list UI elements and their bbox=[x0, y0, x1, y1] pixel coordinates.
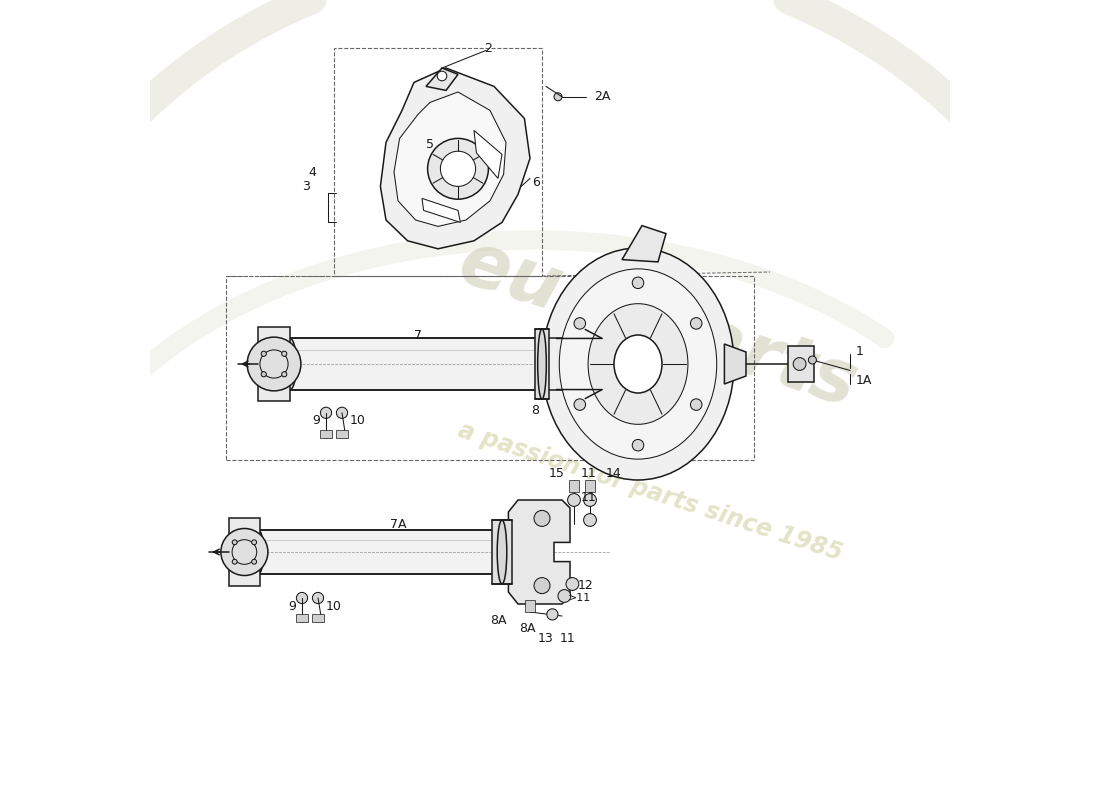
Circle shape bbox=[232, 559, 238, 564]
Circle shape bbox=[554, 93, 562, 101]
Text: 6: 6 bbox=[532, 176, 540, 189]
Text: 1A: 1A bbox=[856, 374, 872, 386]
Polygon shape bbox=[557, 338, 602, 390]
Circle shape bbox=[534, 510, 550, 526]
Circle shape bbox=[584, 494, 596, 506]
Circle shape bbox=[632, 439, 644, 451]
Polygon shape bbox=[508, 500, 570, 604]
Bar bbox=[535, 329, 549, 399]
Circle shape bbox=[793, 358, 806, 370]
Bar bbox=[569, 480, 579, 492]
Circle shape bbox=[808, 356, 816, 364]
Text: 11: 11 bbox=[581, 491, 596, 504]
Text: 11: 11 bbox=[560, 632, 575, 645]
Bar bbox=[585, 480, 595, 492]
Bar bbox=[258, 327, 290, 401]
Circle shape bbox=[248, 337, 301, 391]
Text: 10: 10 bbox=[326, 599, 342, 613]
Circle shape bbox=[261, 351, 266, 356]
Bar bbox=[334, 48, 542, 276]
Bar bbox=[312, 614, 323, 622]
Text: 9: 9 bbox=[312, 414, 320, 427]
Bar bbox=[290, 338, 602, 390]
Text: 2: 2 bbox=[484, 42, 492, 54]
Bar bbox=[226, 276, 754, 460]
Circle shape bbox=[320, 407, 331, 418]
Text: 1: 1 bbox=[856, 346, 864, 358]
Text: 12: 12 bbox=[578, 579, 594, 592]
Circle shape bbox=[261, 372, 266, 377]
Circle shape bbox=[574, 399, 585, 410]
Polygon shape bbox=[426, 68, 458, 90]
Text: 15: 15 bbox=[549, 467, 564, 480]
Text: 7A: 7A bbox=[389, 518, 406, 530]
Text: europarts: europarts bbox=[450, 226, 867, 422]
Ellipse shape bbox=[538, 329, 547, 399]
Text: 9: 9 bbox=[288, 599, 296, 613]
Circle shape bbox=[232, 540, 238, 545]
Circle shape bbox=[558, 590, 571, 602]
Circle shape bbox=[632, 277, 644, 289]
Polygon shape bbox=[725, 344, 746, 384]
Text: 10: 10 bbox=[350, 414, 366, 427]
Polygon shape bbox=[422, 198, 461, 222]
Circle shape bbox=[566, 578, 579, 590]
Text: 7: 7 bbox=[414, 330, 422, 342]
Circle shape bbox=[252, 540, 256, 545]
Circle shape bbox=[437, 71, 447, 81]
Text: 14: 14 bbox=[606, 467, 621, 480]
Polygon shape bbox=[474, 130, 502, 178]
Ellipse shape bbox=[252, 530, 264, 574]
Text: 8A: 8A bbox=[519, 622, 536, 634]
Text: 5: 5 bbox=[426, 138, 434, 151]
Circle shape bbox=[534, 578, 550, 594]
Polygon shape bbox=[394, 92, 506, 226]
Circle shape bbox=[547, 609, 558, 620]
Circle shape bbox=[282, 372, 287, 377]
Circle shape bbox=[691, 399, 702, 410]
FancyBboxPatch shape bbox=[789, 346, 814, 382]
Circle shape bbox=[568, 494, 581, 506]
Ellipse shape bbox=[614, 335, 662, 393]
Bar bbox=[296, 614, 308, 622]
Ellipse shape bbox=[497, 520, 507, 584]
Text: 8: 8 bbox=[531, 404, 540, 417]
Circle shape bbox=[282, 351, 287, 356]
Text: 4: 4 bbox=[308, 166, 317, 178]
Text: 8A: 8A bbox=[490, 614, 506, 626]
Ellipse shape bbox=[284, 338, 296, 390]
Circle shape bbox=[428, 138, 488, 199]
Circle shape bbox=[221, 529, 268, 575]
Text: 11: 11 bbox=[581, 467, 596, 480]
Circle shape bbox=[252, 559, 256, 564]
Circle shape bbox=[312, 592, 323, 603]
Circle shape bbox=[574, 318, 585, 329]
Polygon shape bbox=[585, 330, 602, 398]
Circle shape bbox=[584, 514, 596, 526]
Text: a passion for parts since 1985: a passion for parts since 1985 bbox=[454, 418, 845, 566]
Text: >11: >11 bbox=[568, 594, 591, 603]
Circle shape bbox=[691, 318, 702, 329]
Text: 2A: 2A bbox=[594, 90, 610, 103]
Circle shape bbox=[296, 592, 308, 603]
Bar bbox=[229, 518, 260, 586]
Text: 3: 3 bbox=[302, 180, 310, 193]
Text: 13: 13 bbox=[538, 632, 554, 645]
Polygon shape bbox=[381, 68, 530, 249]
Circle shape bbox=[337, 407, 348, 418]
Circle shape bbox=[440, 151, 475, 186]
Polygon shape bbox=[621, 226, 665, 262]
Bar bbox=[337, 430, 348, 438]
Bar bbox=[258, 530, 546, 574]
Ellipse shape bbox=[542, 248, 734, 480]
Ellipse shape bbox=[559, 269, 717, 459]
Bar bbox=[320, 430, 331, 438]
Ellipse shape bbox=[588, 304, 688, 424]
Bar bbox=[493, 520, 512, 584]
Bar bbox=[525, 600, 535, 612]
